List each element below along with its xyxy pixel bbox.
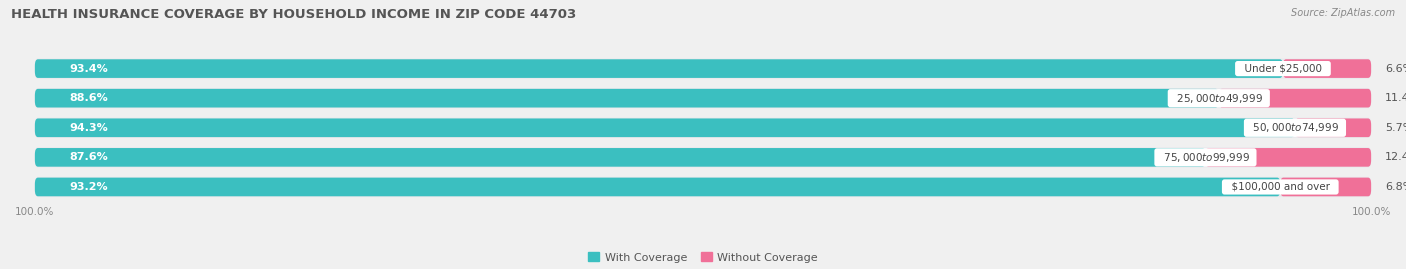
FancyBboxPatch shape [35, 118, 1295, 137]
FancyBboxPatch shape [35, 88, 1371, 108]
Text: Under $25,000: Under $25,000 [1237, 63, 1329, 74]
FancyBboxPatch shape [35, 118, 1371, 138]
Text: HEALTH INSURANCE COVERAGE BY HOUSEHOLD INCOME IN ZIP CODE 44703: HEALTH INSURANCE COVERAGE BY HOUSEHOLD I… [11, 8, 576, 21]
Text: 12.4%: 12.4% [1385, 152, 1406, 162]
FancyBboxPatch shape [35, 178, 1281, 196]
FancyBboxPatch shape [35, 148, 1205, 167]
Text: 11.4%: 11.4% [1385, 93, 1406, 103]
Text: $50,000 to $74,999: $50,000 to $74,999 [1247, 121, 1343, 134]
FancyBboxPatch shape [35, 177, 1371, 197]
FancyBboxPatch shape [1282, 59, 1371, 78]
FancyBboxPatch shape [1281, 178, 1371, 196]
Text: 6.6%: 6.6% [1385, 63, 1406, 74]
Text: $75,000 to $99,999: $75,000 to $99,999 [1157, 151, 1254, 164]
Text: 93.4%: 93.4% [70, 63, 108, 74]
Text: $100,000 and over: $100,000 and over [1225, 182, 1336, 192]
Legend: With Coverage, Without Coverage: With Coverage, Without Coverage [588, 253, 818, 263]
FancyBboxPatch shape [35, 147, 1371, 167]
FancyBboxPatch shape [35, 89, 1219, 108]
FancyBboxPatch shape [35, 59, 1282, 78]
Text: 6.8%: 6.8% [1385, 182, 1406, 192]
Text: 88.6%: 88.6% [70, 93, 108, 103]
Text: $25,000 to $49,999: $25,000 to $49,999 [1170, 92, 1267, 105]
FancyBboxPatch shape [1205, 148, 1371, 167]
Text: 87.6%: 87.6% [70, 152, 108, 162]
FancyBboxPatch shape [1295, 118, 1371, 137]
Text: 5.7%: 5.7% [1385, 123, 1406, 133]
Text: 93.2%: 93.2% [70, 182, 108, 192]
Text: Source: ZipAtlas.com: Source: ZipAtlas.com [1291, 8, 1395, 18]
FancyBboxPatch shape [1219, 89, 1371, 108]
FancyBboxPatch shape [35, 59, 1371, 79]
Text: 94.3%: 94.3% [70, 123, 108, 133]
